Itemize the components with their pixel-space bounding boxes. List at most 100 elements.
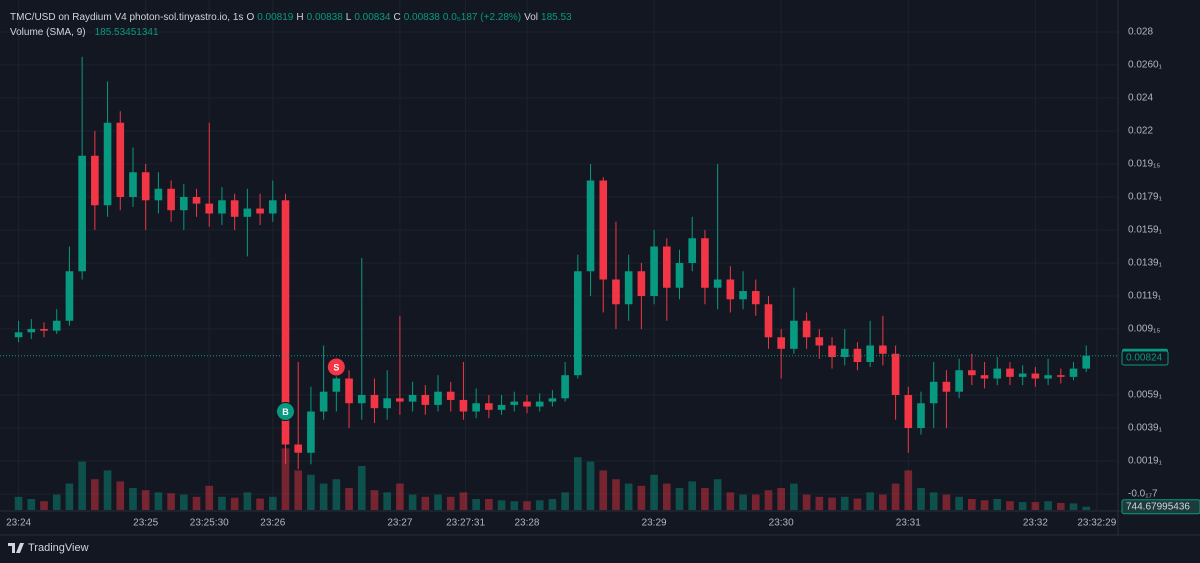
candle-body xyxy=(129,172,137,198)
high-value: 0.00838 xyxy=(306,12,343,23)
candle-body xyxy=(751,291,760,305)
candle-body xyxy=(434,391,442,405)
candle-body xyxy=(599,180,608,280)
trade-marker-label: S xyxy=(333,362,339,372)
brand-name: TradingView xyxy=(28,542,89,554)
volume-bar xyxy=(688,481,697,510)
volume-bar xyxy=(840,496,849,510)
volume-label: Vol xyxy=(524,12,539,23)
volume-bar xyxy=(167,493,175,510)
candle-body xyxy=(154,188,163,201)
candle-body xyxy=(624,271,633,305)
volume-bar xyxy=(535,500,544,510)
volume-bar xyxy=(91,479,99,510)
y-tick-label: 0.0159₁ xyxy=(1128,225,1163,236)
volume-bar xyxy=(1056,502,1065,510)
volume-bar xyxy=(879,494,887,510)
low-value: 0.00834 xyxy=(354,12,391,23)
volume-bar xyxy=(1082,506,1091,510)
prev-close-label: 0.00824 xyxy=(1126,353,1163,364)
candle-body xyxy=(167,188,175,211)
candle-body xyxy=(764,304,773,338)
brand[interactable]: TradingView xyxy=(8,542,89,554)
candle-body xyxy=(472,403,480,412)
candle-body xyxy=(739,291,747,300)
candle-body xyxy=(879,345,887,354)
candle-body xyxy=(929,381,938,404)
candle-body xyxy=(637,271,646,297)
y-tick-label: 0.022 xyxy=(1128,126,1153,137)
y-tick-label: 0.0260₁ xyxy=(1128,60,1163,71)
candle-body xyxy=(612,279,620,305)
candle-body xyxy=(14,332,23,338)
volume-bar xyxy=(230,497,239,510)
y-tick-label: 0.009₁₅ xyxy=(1128,324,1160,335)
candle-body xyxy=(828,345,836,358)
y-tick-label: 0.0039₁ xyxy=(1128,423,1163,434)
volume-bar xyxy=(485,499,493,510)
candle-body xyxy=(523,401,531,407)
volume-bar xyxy=(929,492,938,510)
volume-bar xyxy=(141,490,150,510)
volume-bar xyxy=(1069,503,1078,510)
candle-body xyxy=(574,271,582,376)
candle-body xyxy=(345,378,353,404)
candle-body xyxy=(917,403,925,428)
x-tick-label: 23:32 xyxy=(1023,518,1048,529)
volume-value: 185.53 xyxy=(541,12,572,23)
volume-bar xyxy=(192,496,201,510)
volume-bar xyxy=(955,496,963,510)
y-tick-label: 0.028 xyxy=(1128,27,1153,38)
y-tick-label: -0.0₁₇7 xyxy=(1128,489,1158,500)
candle-body xyxy=(713,279,722,288)
volume-bar xyxy=(828,497,836,510)
volume-bar xyxy=(650,474,658,510)
candle-body xyxy=(662,246,671,288)
volume-bar xyxy=(65,483,74,510)
candle-body xyxy=(459,399,468,412)
volume-bar xyxy=(574,457,582,510)
candle-body xyxy=(650,246,658,297)
candle-body xyxy=(446,391,455,400)
candle-body xyxy=(357,394,366,404)
volume-bar xyxy=(637,485,646,510)
candle-body xyxy=(230,200,239,217)
x-tick-label: 23:28 xyxy=(514,518,539,529)
volume-bar xyxy=(815,496,824,510)
volume-bar xyxy=(345,488,353,510)
candle-body xyxy=(853,348,862,362)
volume-bar xyxy=(523,501,531,510)
candle-body xyxy=(78,155,86,272)
volume-bar xyxy=(434,494,442,510)
volume-bar xyxy=(751,494,760,510)
y-tick-label: 0.0019₁ xyxy=(1128,456,1163,467)
volume-bar xyxy=(599,470,608,510)
volume-bar xyxy=(853,498,862,510)
y-tick-label: 0.024 xyxy=(1128,93,1153,104)
candle-body xyxy=(116,122,125,198)
x-tick-label: 23:25 xyxy=(133,518,158,529)
volume-bar xyxy=(52,494,61,510)
volume-bar xyxy=(866,492,874,510)
candle-body xyxy=(1082,355,1091,369)
symbol-title: TMC/USD on Raydium V4 photon-sol.tinyast… xyxy=(10,12,244,23)
candle-body xyxy=(294,444,303,453)
volume-label: 744.67995436 xyxy=(1126,501,1190,512)
candle-body xyxy=(675,263,684,288)
candle-body xyxy=(383,398,391,409)
volume-bar xyxy=(243,492,252,510)
volume-bar xyxy=(701,488,709,510)
x-tick-label: 23:27 xyxy=(387,518,412,529)
candle-body xyxy=(891,353,900,395)
indicator-name[interactable]: Volume (SMA, 9) xyxy=(10,27,86,38)
volume-bar xyxy=(408,494,417,510)
x-tick-label: 23:26 xyxy=(260,518,285,529)
x-tick-label: 23:32:29 xyxy=(1077,518,1116,529)
x-tick-label: 23:30 xyxy=(769,518,794,529)
close-label: C xyxy=(393,12,401,23)
candle-body xyxy=(65,271,74,321)
candle-body xyxy=(421,394,430,405)
volume-bar xyxy=(586,461,595,510)
